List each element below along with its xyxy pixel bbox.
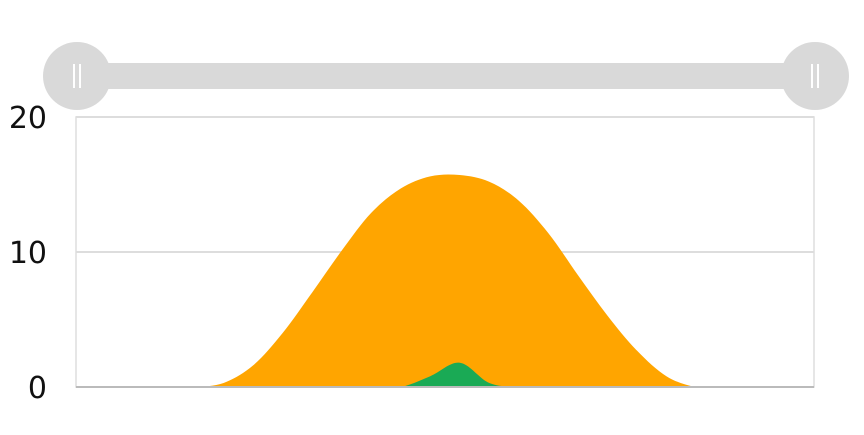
series-area-1 bbox=[76, 174, 814, 387]
y-tick-label: 0 bbox=[28, 371, 47, 406]
range-slider-left-handle[interactable] bbox=[43, 42, 111, 110]
range-slider-right-handle[interactable] bbox=[781, 42, 849, 110]
series-area-2 bbox=[76, 362, 814, 387]
range-slider[interactable] bbox=[43, 42, 849, 110]
series-layer bbox=[76, 174, 814, 387]
y-axis-ticks: 0 10 20 bbox=[9, 101, 47, 406]
range-slider-track[interactable] bbox=[77, 63, 815, 89]
y-tick-label: 10 bbox=[9, 236, 47, 271]
y-tick-label: 20 bbox=[9, 101, 47, 136]
grip-lines-icon bbox=[73, 64, 81, 88]
grip-lines-icon bbox=[811, 64, 819, 88]
